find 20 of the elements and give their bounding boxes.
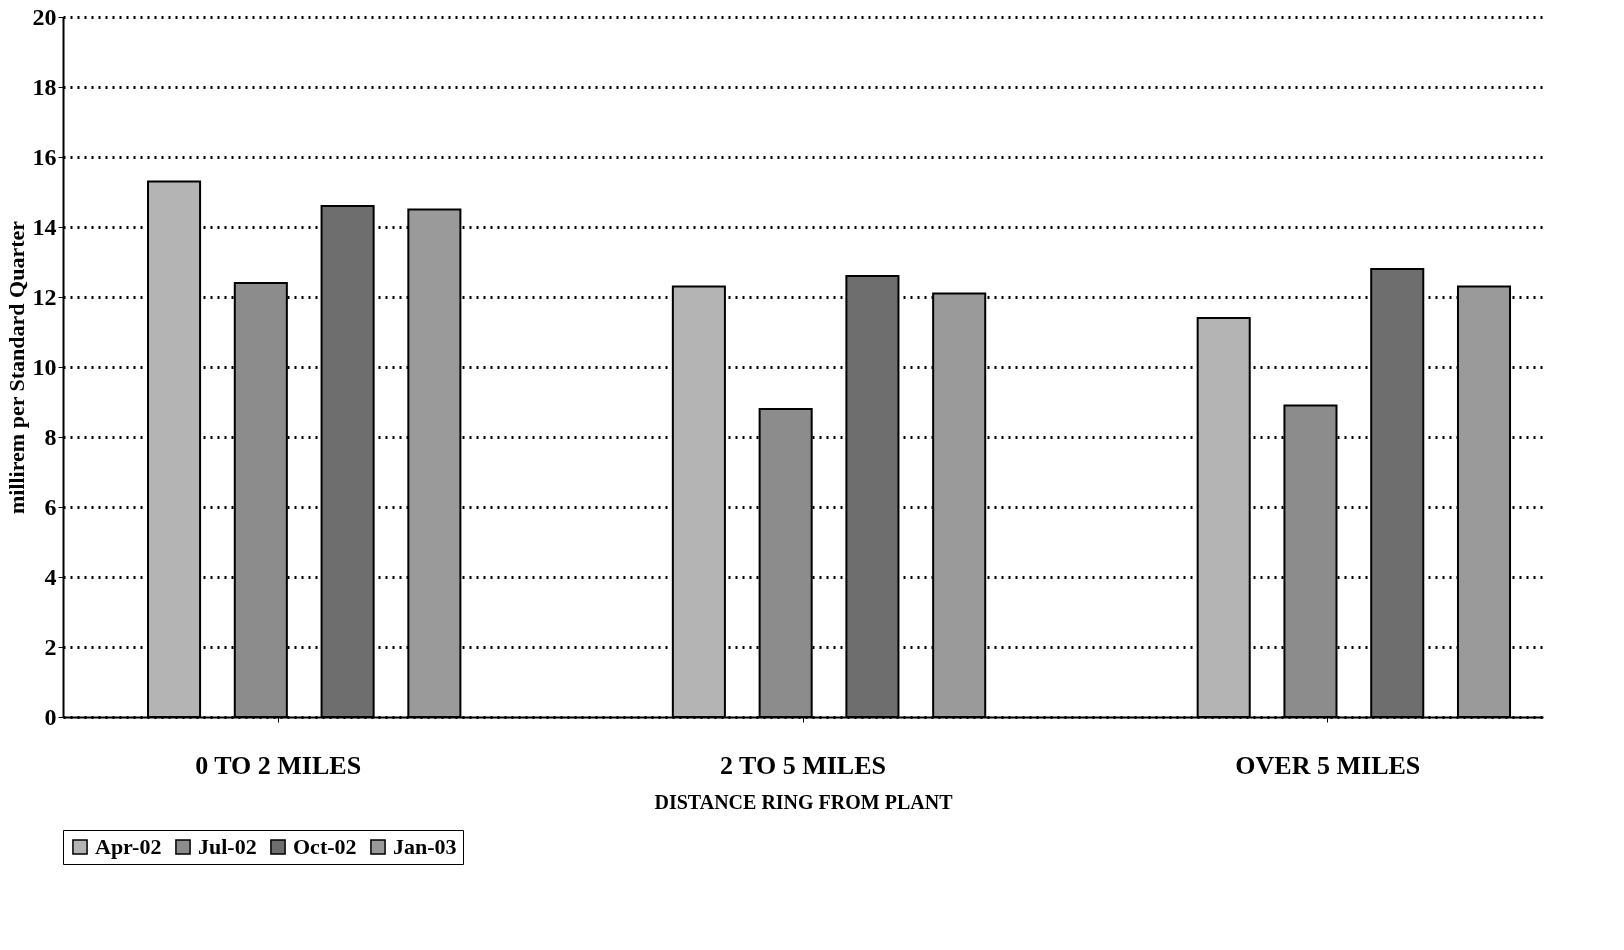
y-tick-label: 18: [32, 73, 57, 100]
y-tick-label: 20: [32, 3, 57, 30]
y-tick-label: 4: [44, 563, 57, 590]
y-axis-title: millirem per Standard Quarter: [3, 220, 29, 515]
x-axis-title: DISTANCE RING FROM PLANT: [654, 790, 954, 813]
y-tick-label: 8: [44, 423, 57, 450]
y-tick-label: 14: [32, 213, 57, 240]
y-tick-label: 12: [32, 283, 57, 310]
x-tick-label: 0 TO 2 MILES: [195, 750, 362, 780]
legend-label: Jan-03: [393, 834, 457, 859]
y-tick-label: 10: [32, 353, 57, 380]
legend-label: Jul-02: [198, 834, 257, 859]
legend-label: Oct-02: [293, 834, 357, 859]
y-tick-label: 16: [32, 143, 57, 170]
y-tick-label: 6: [44, 493, 57, 520]
y-tick-label: 2: [44, 633, 57, 660]
legend-label: Apr-02: [95, 834, 162, 859]
x-tick-label: OVER 5 MILES: [1235, 750, 1421, 780]
x-tick-label: 2 TO 5 MILES: [720, 750, 886, 780]
y-tick-label: 0: [44, 703, 57, 730]
